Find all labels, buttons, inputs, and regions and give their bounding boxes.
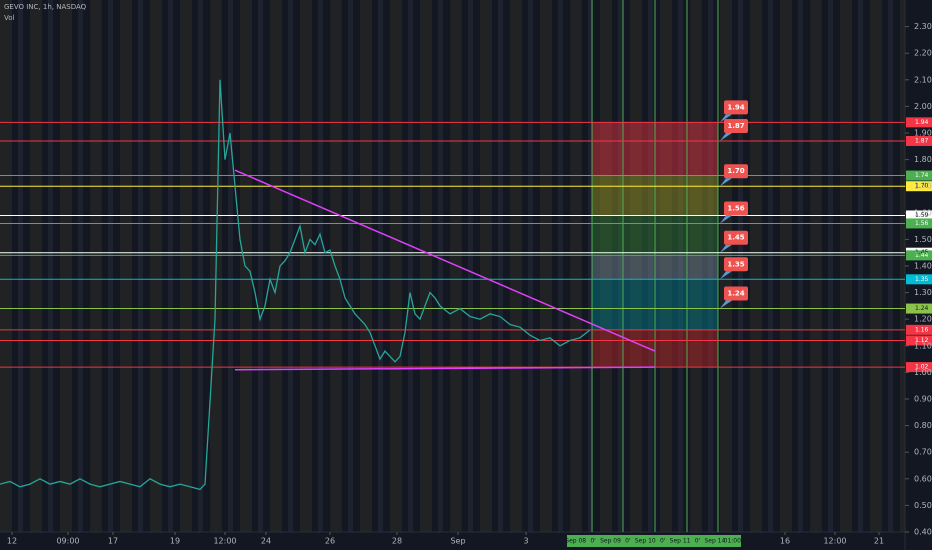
callout-box (724, 257, 748, 272)
price-tag-label: 1.35 (915, 276, 929, 283)
y-tick-label: 1.90 (914, 129, 932, 138)
x-tick-label: 26 (325, 537, 335, 546)
callout-box (724, 100, 748, 115)
callout-label: 1.56 (727, 204, 744, 212)
y-tick-label: 0.60 (914, 474, 932, 483)
callout-pointer (720, 215, 732, 224)
y-tick-label: 1.70 (914, 182, 932, 191)
y-tick-label: 0.80 (914, 421, 932, 430)
time-marker-label: Sep 08 (565, 538, 586, 545)
x-tick-label: 24 (261, 537, 271, 546)
price-tag (906, 218, 932, 229)
price-tag-label: 1.45 (915, 249, 929, 256)
session-shading (0, 0, 905, 532)
callout-label: 1.24 (727, 290, 744, 298)
callout-label: 1.87 (727, 122, 744, 130)
price-tag-label: 1.24 (915, 305, 929, 312)
price-tag-label: 1.44 (915, 252, 929, 259)
price-tag (906, 303, 932, 314)
time-marker-band (567, 535, 741, 547)
price-tag (906, 117, 932, 128)
y-tick-label: 0.70 (914, 448, 932, 457)
time-marker-label: 0' (660, 538, 666, 545)
callout-box (724, 286, 748, 301)
y-tick-label: 1.30 (914, 288, 932, 297)
callout-label: 1.70 (727, 167, 744, 175)
y-tick-label: 2.20 (914, 49, 932, 58)
trendline (234, 366, 656, 371)
callout-pointer (720, 300, 732, 309)
time-marker-label: 0' (695, 538, 701, 545)
y-tick-label: 1.20 (914, 315, 932, 324)
y-tick-label: 1.60 (914, 208, 932, 217)
callout-label: 1.35 (727, 260, 744, 268)
y-tick-label: 0.90 (914, 395, 932, 404)
price-tag (906, 170, 932, 181)
x-tick-label: 19 (170, 537, 180, 546)
callout-box (724, 230, 748, 245)
time-marker-label: Sep 14 (704, 538, 725, 545)
price-tag-label: 1.02 (915, 364, 929, 371)
price-tag-label: 1.59 (915, 212, 929, 219)
price-tag-label: 1.56 (915, 220, 929, 227)
x-tick-label: 12:00 (823, 537, 846, 546)
time-marker-label: Sep 09 (600, 538, 621, 545)
price-tag (906, 324, 932, 335)
price-tag (906, 274, 932, 285)
time-marker-label: 0' (625, 538, 631, 545)
price-tag (906, 362, 932, 373)
time-marker-label: Sep 10 (635, 538, 656, 545)
y-tick-label: 0.40 (914, 528, 932, 537)
callout-label: 1.94 (727, 103, 744, 111)
y-tick-label: 1.50 (914, 235, 932, 244)
price-tag (906, 181, 932, 192)
plot (0, 0, 932, 535)
price-tag-label: 1.12 (915, 337, 929, 344)
trendline (234, 169, 656, 352)
x-tick-label: 17 (108, 537, 118, 546)
x-tick-label: 12:00 (213, 537, 236, 546)
y-tick-label: 1.40 (914, 262, 932, 271)
time-marker-label: 0' (590, 538, 596, 545)
price-tag (906, 135, 932, 146)
callout-box (724, 164, 748, 179)
callout-box (724, 201, 748, 216)
y-tick-label: 1.80 (914, 155, 932, 164)
x-tick-label: 28 (392, 537, 402, 546)
time-marker-label: Sep 11 (670, 538, 691, 545)
price-tag (906, 210, 932, 221)
price-tag-label: 1.74 (915, 172, 929, 179)
price-tag-label: 1.70 (915, 183, 929, 190)
x-tick-label: 3 (523, 537, 528, 546)
callout-pointer (720, 132, 732, 141)
y-tick-label: 1.10 (914, 341, 932, 350)
y-tick-label: 0.50 (914, 501, 932, 510)
y-tick-label: 2.30 (914, 22, 932, 31)
callout-box (724, 118, 748, 133)
x-tick-label: 12 (7, 537, 17, 546)
x-tick-label: Sep (450, 537, 465, 546)
x-tick-label: 16 (780, 537, 790, 546)
callout-label: 1.45 (727, 234, 744, 242)
price-tag-label: 1.16 (915, 326, 929, 333)
callout-pointer (720, 178, 732, 187)
x-tick-label: 09:00 (56, 537, 79, 546)
price-tag-label: 1.94 (915, 119, 929, 126)
y-tick-label: 1.00 (914, 368, 932, 377)
y-tick-label: 2.00 (914, 102, 932, 111)
price-tag-label: 1.87 (915, 137, 929, 144)
time-marker-label: 01:00 (724, 538, 741, 545)
price-tag (906, 335, 932, 346)
price-tag (906, 250, 932, 261)
price-line (0, 79, 591, 491)
volume-label: Vol (4, 14, 15, 22)
callout-pointer (720, 114, 732, 123)
chart-title: GEVO INC, 1h, NASDAQ (4, 3, 87, 11)
x-tick-label: 21 (874, 537, 884, 546)
callout-pointer (720, 244, 732, 253)
y-tick-label: 2.10 (914, 75, 932, 84)
callout-pointer (720, 271, 732, 280)
